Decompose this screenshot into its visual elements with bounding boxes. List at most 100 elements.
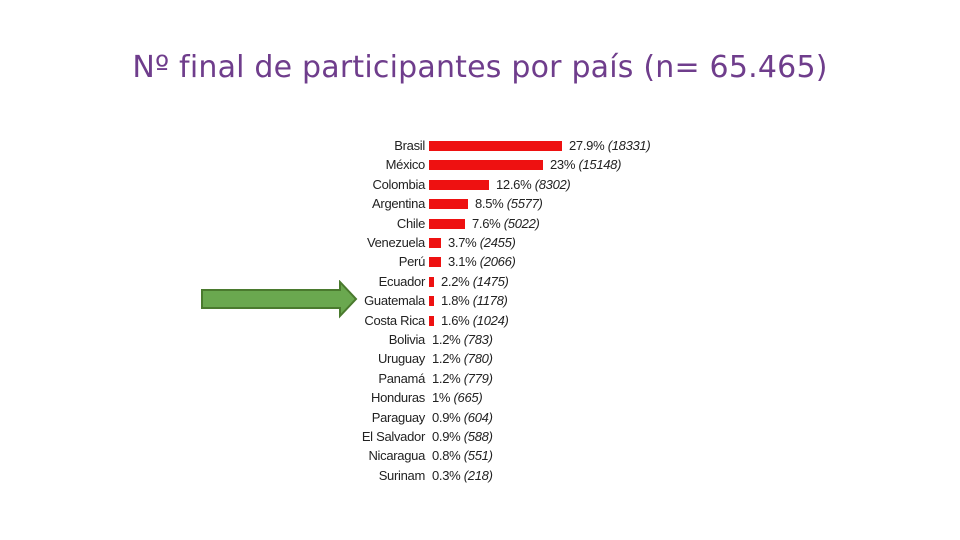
value-label: 1.2% (779) <box>432 369 493 388</box>
country-label: Costa Rica <box>364 312 425 328</box>
value-label: 1.2% (783) <box>432 330 493 349</box>
value-label: 12.6% (8302) <box>496 175 571 194</box>
chart-row: Colombia 12.6% (8302) <box>0 175 960 194</box>
value-label: 1.2% (780) <box>432 349 493 368</box>
count-text: (218) <box>463 467 493 483</box>
percent-text: 1% <box>432 390 451 406</box>
value-label: 3.1% (2066) <box>448 252 516 271</box>
count-text: (588) <box>463 429 493 444</box>
percent-text: 7.6% <box>472 215 501 231</box>
percent-text: 0.9% <box>432 409 461 425</box>
chart-row: Nicaragua 0.8% (551) <box>0 446 960 465</box>
chart-row: Paraguay 0.9% (604) <box>0 408 960 427</box>
percent-text: 2.2% <box>441 273 470 289</box>
count-text: (604) <box>463 409 493 425</box>
data-bar <box>429 218 465 229</box>
count-text: (2066) <box>479 254 516 270</box>
country-label: Argentina <box>372 196 425 212</box>
value-label: 1.8% (1178) <box>441 291 508 310</box>
chart-row: Bolivia 1.2% (783) <box>0 330 960 349</box>
chart-row: México 23% (15148) <box>0 155 960 174</box>
chart-row: Brasil 27.9% (18331) <box>0 136 960 155</box>
count-text: (18331) <box>607 138 651 153</box>
count-text: (15148) <box>578 157 622 173</box>
count-text: (5577) <box>506 196 543 212</box>
country-label: Bolivia <box>388 332 426 347</box>
data-bar <box>429 238 441 248</box>
value-label: 1.6% (1024) <box>441 311 509 330</box>
country-label: Honduras <box>371 390 425 406</box>
value-label: 0.3% (218) <box>432 466 493 485</box>
data-bar <box>429 296 434 307</box>
percent-text: 1.2% <box>432 351 461 367</box>
value-label: 3.7% (2455) <box>448 233 516 252</box>
chart-row: Chile 7.6% (5022) <box>0 214 960 233</box>
data-bar <box>429 141 562 151</box>
chart-row: Perú 3.1% (2066) <box>0 252 960 271</box>
data-bar <box>429 257 441 268</box>
percent-text: 12.6% <box>496 176 532 192</box>
green-arrow-icon <box>201 280 358 319</box>
slide-title: Nº final de participantes por país (n= 6… <box>132 50 828 85</box>
percent-text: 8.5% <box>475 196 504 212</box>
country-label: Panamá <box>378 370 425 386</box>
data-bar <box>429 315 434 326</box>
chart-row: El Salvador 0.9% (588) <box>0 427 960 446</box>
count-text: (1178) <box>472 293 508 309</box>
percent-text: 1.2% <box>432 332 461 347</box>
country-label: El Salvador <box>361 429 425 444</box>
percent-text: 1.6% <box>441 312 470 328</box>
percent-text: 1.8% <box>441 293 470 309</box>
count-text: (1475) <box>472 273 509 289</box>
country-label: Brasil <box>394 138 425 153</box>
country-label: Chile <box>396 215 425 231</box>
chart-row: Venezuela 3.7% (2455) <box>0 233 960 252</box>
value-label: 2.2% (1475) <box>441 272 509 291</box>
value-label: 1% (665) <box>432 388 483 407</box>
data-bar <box>429 160 543 171</box>
chart-row: Argentina 8.5% (5577) <box>0 194 960 213</box>
count-text: (783) <box>463 332 493 347</box>
percent-text: 23% <box>550 157 576 173</box>
count-text: (8302) <box>534 176 571 192</box>
count-text: (665) <box>453 390 483 406</box>
country-label: Nicaragua <box>368 448 425 464</box>
value-label: 27.9% (18331) <box>569 136 651 155</box>
data-bar <box>429 179 489 190</box>
country-label: Guatemala <box>364 293 425 309</box>
chart-row: Ecuador 2.2% (1475) <box>0 272 960 291</box>
country-label: Ecuador <box>378 273 426 289</box>
count-text: (779) <box>463 370 493 386</box>
percent-text: 0.9% <box>432 429 461 444</box>
count-text: (2455) <box>479 235 516 250</box>
country-label: Paraguay <box>371 409 426 425</box>
percent-text: 3.7% <box>448 235 477 250</box>
value-label: 7.6% (5022) <box>472 214 540 233</box>
chart-row: Guatemala 1.8% (1178) <box>0 291 960 310</box>
chart-row: Honduras 1% (665) <box>0 388 960 407</box>
value-label: 0.9% (604) <box>432 408 493 427</box>
data-bar <box>429 199 468 210</box>
chart-row: Surinam 0.3% (218) <box>0 466 960 485</box>
percent-text: 3.1% <box>448 254 477 270</box>
value-label: 23% (15148) <box>550 155 621 174</box>
country-label: Colombia <box>372 176 425 192</box>
percent-text: 0.3% <box>432 467 461 483</box>
value-label: 0.8% (551) <box>432 446 493 465</box>
country-label: Venezuela <box>366 235 425 250</box>
count-text: (1024) <box>472 312 509 328</box>
count-text: (551) <box>463 448 493 464</box>
chart-row: Panamá 1.2% (779) <box>0 369 960 388</box>
chart-row: Uruguay 1.2% (780) <box>0 349 960 368</box>
chart-row: Costa Rica 1.6% (1024) <box>0 311 960 330</box>
data-bar <box>429 276 434 287</box>
percent-text: 27.9% <box>569 138 605 153</box>
country-label: Surinam <box>378 467 426 483</box>
country-label: Uruguay <box>377 351 425 367</box>
value-label: 0.9% (588) <box>432 427 493 446</box>
value-label: 8.5% (5577) <box>475 194 543 213</box>
country-label: Perú <box>398 254 426 270</box>
country-label: México <box>385 157 426 173</box>
count-text: (5022) <box>503 215 540 231</box>
count-text: (780) <box>463 351 493 367</box>
